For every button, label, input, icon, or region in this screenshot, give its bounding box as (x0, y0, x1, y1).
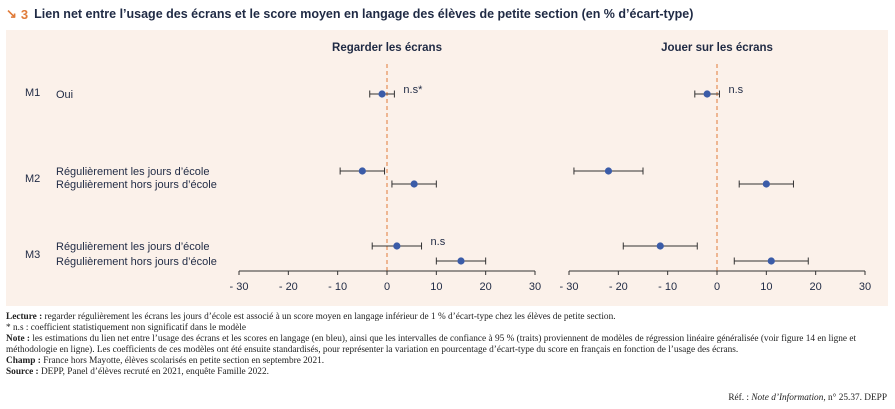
x-tick-label: 20 (810, 281, 822, 293)
champ-note: Champ : France hors Mayotte, élèves scol… (6, 356, 325, 366)
model-label: M2 (25, 173, 40, 185)
x-tick-label: 0 (384, 281, 390, 293)
estimate-point (656, 242, 664, 250)
x-tick-label: - 20 (609, 281, 628, 293)
x-tick-label: - 10 (658, 281, 677, 293)
methodology-note: Note : les estimations du lien net entre… (6, 334, 857, 355)
figure-title: Lien net entre l’usage des écrans et le … (34, 7, 694, 21)
x-tick-label: 20 (480, 281, 492, 293)
panel-2: Jouer sur les écrans - 30 - 20 - 10 0 10 20 30 n… (560, 42, 872, 293)
x-tick-label: - 30 (230, 281, 249, 293)
panel-title: Jouer sur les écrans (661, 42, 773, 54)
x-tick-label: 10 (430, 281, 442, 293)
row-label: Régulièrement les jours d’école (56, 241, 209, 253)
row-label: Régulièrement les jours d’école (56, 166, 209, 178)
x-tick-label: - 20 (279, 281, 298, 293)
significance-annotation: n.s (431, 236, 446, 248)
row-label: Régulièrement hors jours d’école (56, 179, 217, 191)
ns-note: * n.s : coefficient statistiquement non … (6, 323, 246, 333)
estimate-point (378, 90, 386, 98)
lecture-note: Lecture : regarder régulièrement les écr… (6, 312, 616, 322)
significance-annotation: n.s (728, 84, 743, 96)
row-label: Oui (56, 89, 73, 101)
estimate-point (604, 167, 613, 175)
figure-notes: Lecture : regarder régulièrement les écr… (6, 312, 888, 378)
significance-annotation: n.s* (403, 84, 423, 96)
reference: Réf. : Note d’Information, n° 25.37. DEP… (728, 393, 887, 403)
x-tick-label: - 10 (328, 281, 347, 293)
estimate-point (703, 90, 711, 98)
figure-title-row: ↘ 3 Lien net entre l’usage des écrans et… (6, 5, 693, 23)
source-note: Source : DEPP, Panel d’élèves recruté en… (6, 367, 269, 377)
estimate-point (410, 180, 418, 188)
x-tick-label: 10 (760, 281, 772, 293)
row-label: Régulièrement hors jours d’école (56, 256, 217, 268)
x-tick-label: - 30 (560, 281, 579, 293)
panel-1: Regarder les écrans - 30 - 20 - 10 0 10 20 30 n.… (230, 42, 542, 293)
estimate-point (762, 180, 770, 188)
estimate-point (457, 257, 465, 265)
estimate-point (767, 257, 775, 265)
estimate-point (358, 167, 366, 175)
chart-background (6, 30, 888, 306)
arrow-down-right-icon: ↘ (6, 6, 17, 21)
x-tick-label: 0 (714, 281, 720, 293)
x-tick-label: 30 (859, 281, 871, 293)
figure-number: 3 (20, 6, 29, 22)
x-tick-label: 30 (529, 281, 541, 293)
model-label: M3 (25, 249, 40, 261)
panel-title: Regarder les écrans (332, 42, 442, 54)
estimate-point (393, 242, 401, 250)
model-label: M1 (25, 87, 40, 99)
